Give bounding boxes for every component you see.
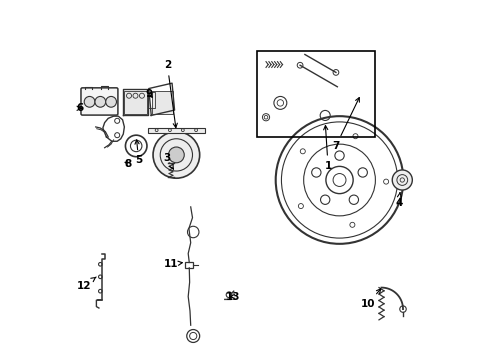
Bar <box>257 51 375 137</box>
FancyBboxPatch shape <box>81 88 118 115</box>
Text: 13: 13 <box>225 292 240 302</box>
Circle shape <box>391 170 411 190</box>
Text: 7: 7 <box>331 98 359 151</box>
Bar <box>124 91 146 114</box>
Text: 2: 2 <box>163 60 177 127</box>
Text: 5: 5 <box>135 140 142 165</box>
Text: 12: 12 <box>77 277 96 291</box>
Text: 10: 10 <box>360 289 380 309</box>
Circle shape <box>84 96 95 107</box>
Circle shape <box>105 96 116 107</box>
Text: 6: 6 <box>77 103 84 113</box>
Circle shape <box>168 147 184 163</box>
Bar <box>152 91 172 114</box>
Text: 9: 9 <box>145 89 153 99</box>
Text: 4: 4 <box>394 193 402 208</box>
Bar <box>147 128 204 133</box>
Text: 8: 8 <box>124 159 131 169</box>
Text: 1: 1 <box>323 126 331 171</box>
Bar <box>185 262 193 268</box>
Text: 3: 3 <box>163 153 173 169</box>
Circle shape <box>153 132 199 178</box>
Text: 11: 11 <box>163 259 182 269</box>
Circle shape <box>95 96 105 107</box>
